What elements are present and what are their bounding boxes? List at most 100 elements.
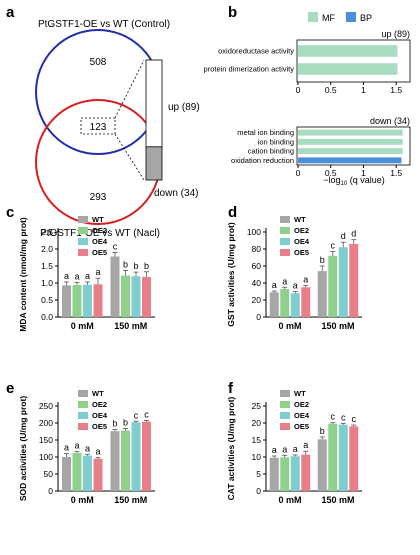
significance-letter: c	[331, 241, 336, 251]
panel-label-d: d	[228, 204, 237, 221]
legend-swatch	[78, 249, 88, 256]
bar-oe5	[301, 287, 311, 317]
y-tick-label: 25	[252, 401, 262, 411]
x-category-label: 0 mM	[278, 321, 301, 331]
x-category-label: 150 mM	[321, 495, 354, 505]
significance-letter: c	[331, 412, 336, 422]
significance-letter: c	[113, 241, 118, 251]
go-tick-label: 1	[361, 85, 366, 95]
go-down-frame	[296, 126, 411, 166]
go-term-label: oxidoreductase activity	[218, 47, 294, 56]
legend-swatch	[280, 238, 290, 245]
significance-letter: b	[133, 261, 138, 271]
bar-oe4	[338, 424, 348, 491]
bar-oe2	[328, 423, 338, 491]
legend-swatch	[280, 412, 290, 419]
go-term-label: metal ion binding	[237, 128, 294, 137]
bar-oe4	[290, 293, 300, 317]
bar-wt	[62, 457, 71, 491]
bar-chart-e: e 0 50 100 150 200 250 SOD activities (U/mg pro…	[6, 380, 155, 505]
legend-swatch	[78, 390, 88, 397]
y-tick-label: 80	[252, 244, 262, 254]
y-tick-label: 0.0	[41, 312, 53, 322]
venn-down-label: down (34)	[154, 188, 198, 199]
panel-label-b: b	[228, 4, 237, 21]
x-category-label: 0 mM	[278, 495, 301, 505]
bar-oe4	[338, 247, 348, 317]
y-tick-label: 15	[252, 435, 262, 445]
go-bar	[298, 129, 403, 136]
significance-letter: a	[95, 446, 100, 456]
significance-letter: a	[282, 444, 287, 454]
significance-letter: b	[320, 255, 325, 265]
x-category-label: 0 mM	[71, 321, 94, 331]
y-axis-label: GST activities (U/mg prot)	[226, 222, 236, 327]
significance-letter: a	[272, 280, 277, 290]
bar-oe4	[290, 456, 300, 491]
go-tick-label: 1.5	[390, 168, 402, 178]
venn-down-bar	[145, 146, 163, 181]
venn-circle-control	[35, 29, 161, 155]
legend-label-mf: MF	[322, 13, 335, 23]
panel-label-a: a	[6, 4, 15, 21]
y-tick-label: 10	[252, 452, 262, 462]
y-tick-label: 100	[247, 227, 261, 237]
significance-letter: c	[341, 412, 346, 422]
y-tick-label: 40	[252, 278, 262, 288]
significance-letter: a	[293, 281, 298, 291]
significance-letter: a	[272, 445, 277, 455]
bar-wt	[110, 256, 120, 317]
significance-letter: a	[95, 267, 100, 277]
y-axis-label: SOD activities (U/mg prot)	[18, 396, 28, 501]
significance-letter: a	[303, 275, 308, 285]
y-tick-label: 200	[39, 418, 53, 428]
legend-swatch	[280, 390, 290, 397]
significance-letter: c	[144, 410, 149, 420]
significance-letter: b	[123, 259, 128, 269]
go-tick-label: 0.5	[325, 168, 337, 178]
significance-letter: a	[64, 443, 69, 453]
bar-oe2	[280, 288, 290, 317]
legend-swatch-mf	[308, 12, 318, 22]
venn-only-nacl: 293	[90, 192, 107, 203]
y-tick-label: 20	[252, 295, 262, 305]
legend-swatch	[280, 249, 290, 256]
bar-oe4	[131, 276, 141, 317]
legend-swatch-bp	[346, 12, 356, 22]
y-tick-label: 50	[44, 469, 54, 479]
y-tick-label: 2.5	[41, 227, 53, 237]
bar-oe2	[121, 275, 130, 317]
venn-shared: 123	[90, 122, 107, 133]
legend-swatch	[78, 423, 88, 430]
venn-top-label: PtGSTF1-OE vs WT (Control)	[38, 19, 170, 30]
legend-label: OE4	[92, 411, 108, 420]
panel-b: b MF BP up (89) oxidoreductase activity p…	[204, 4, 411, 187]
go-tick-label: 0	[296, 168, 301, 178]
go-term-label: protein dimerization activity	[204, 65, 295, 74]
x-category-label: 150 mM	[114, 321, 147, 331]
significance-letter: d	[351, 229, 356, 239]
y-tick-label: 20	[252, 418, 262, 428]
panel-label-c: c	[6, 204, 14, 221]
go-down-header: down (34)	[370, 116, 410, 126]
legend-label-bp: BP	[360, 13, 372, 23]
bar-oe4	[83, 284, 92, 317]
significance-letter: a	[74, 441, 79, 451]
go-term-label: ion binding	[258, 137, 294, 146]
y-tick-label: 100	[39, 452, 53, 462]
legend-swatch	[78, 238, 88, 245]
y-tick-label: 2.0	[41, 244, 53, 254]
legend-label: OE5	[92, 248, 107, 257]
y-tick-label: 1.5	[41, 261, 53, 271]
go-bar	[298, 63, 398, 75]
bar-oe2	[72, 452, 82, 491]
significance-letter: a	[85, 271, 90, 281]
legend-swatch	[280, 216, 290, 223]
significance-letter: c	[134, 410, 139, 420]
legend-swatch	[78, 412, 88, 419]
bar-oe5	[142, 276, 151, 317]
venn-connector-bottom	[114, 133, 145, 181]
go-term-label: cation binding	[248, 147, 294, 156]
